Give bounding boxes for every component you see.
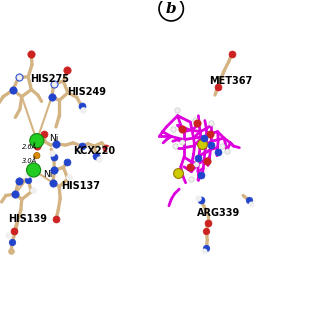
Point [5, 233, 11, 238]
Circle shape [159, 0, 183, 21]
Point [209, 142, 214, 148]
Text: HIS275: HIS275 [30, 74, 69, 84]
Point [45, 76, 51, 82]
Point [215, 150, 220, 155]
Point [249, 201, 254, 206]
Point [96, 156, 101, 161]
Point [65, 68, 70, 73]
Point [220, 143, 225, 148]
Point [175, 171, 180, 176]
Text: MET367: MET367 [210, 76, 253, 86]
Point [205, 220, 211, 225]
Point [42, 132, 47, 137]
Point [10, 88, 15, 93]
Circle shape [30, 134, 44, 148]
Point [195, 155, 200, 160]
Point [246, 198, 252, 203]
Circle shape [27, 163, 41, 177]
Point [179, 139, 184, 144]
Text: b: b [166, 2, 177, 16]
Point [198, 172, 204, 177]
Point [13, 191, 18, 196]
Point [79, 104, 84, 109]
Point [34, 143, 39, 148]
Point [50, 180, 55, 185]
Point [195, 120, 200, 125]
Point [51, 81, 56, 86]
Point [81, 108, 86, 113]
Point [26, 177, 31, 182]
Point [52, 167, 57, 172]
Point [173, 143, 178, 148]
Point [79, 143, 84, 148]
Circle shape [34, 152, 40, 159]
Point [207, 132, 212, 137]
Point [53, 141, 59, 146]
Point [65, 159, 70, 164]
Point [16, 75, 21, 80]
Text: HIS137: HIS137 [61, 181, 100, 191]
Text: HIS139: HIS139 [8, 214, 47, 224]
Point [204, 246, 209, 251]
Point [225, 148, 230, 153]
Point [198, 198, 204, 203]
Text: HIS249: HIS249 [67, 87, 106, 97]
Point [30, 187, 35, 192]
Point [16, 179, 21, 184]
Text: 3.0Å: 3.0Å [22, 158, 37, 164]
Text: 2.6Å: 2.6Å [22, 143, 37, 150]
Point [215, 84, 220, 90]
Point [202, 135, 207, 140]
Point [174, 108, 179, 113]
Point [16, 75, 21, 80]
Point [67, 174, 72, 180]
Point [196, 196, 201, 201]
Point [180, 127, 185, 132]
Point [202, 249, 207, 254]
Point [25, 172, 30, 177]
Point [103, 145, 108, 150]
Point [171, 127, 176, 132]
Point [200, 142, 205, 147]
Point [49, 151, 54, 156]
Point [106, 147, 111, 152]
Point [49, 94, 54, 99]
Point [77, 148, 82, 153]
Point [51, 81, 56, 86]
Point [187, 164, 192, 169]
Text: Ni: Ni [50, 133, 59, 143]
Point [10, 239, 15, 244]
Point [229, 51, 235, 56]
Point [12, 228, 17, 233]
Point [51, 155, 56, 160]
Point [208, 120, 213, 125]
Point [193, 162, 198, 167]
Point [29, 52, 34, 57]
Text: Ni: Ni [43, 170, 52, 179]
Point [9, 249, 14, 254]
Point [93, 153, 99, 158]
Point [204, 229, 209, 234]
Point [189, 176, 194, 181]
Point [193, 117, 198, 122]
Point [53, 217, 59, 222]
Text: ARG339: ARG339 [197, 208, 240, 218]
Text: KCX220: KCX220 [74, 146, 116, 156]
Point [204, 158, 210, 164]
